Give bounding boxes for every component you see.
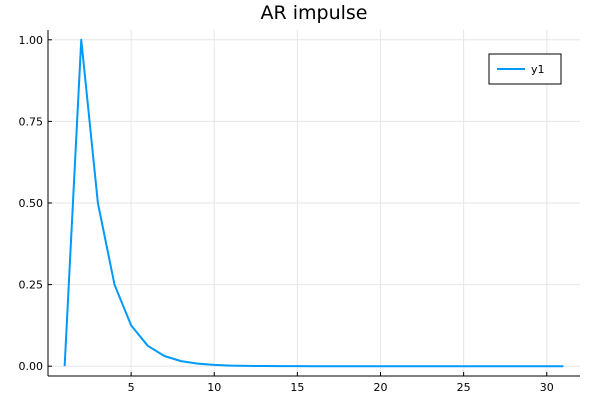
series-layer	[63, 38, 564, 368]
chart-title: AR impulse	[261, 2, 368, 24]
legend-label: y1	[531, 63, 545, 76]
x-tick-label: 5	[128, 381, 135, 394]
legend: y1	[488, 53, 562, 85]
x-tick-label: 10	[207, 381, 221, 394]
tick-labels: 5 10 15 20 25 30 0.00 0.25 0.50 0.75 1.00	[19, 34, 554, 394]
x-tick-label: 20	[374, 381, 388, 394]
y-tick-label: 1.00	[19, 34, 44, 47]
x-tick-label: 15	[290, 381, 304, 394]
y-tick-label: 0.25	[19, 279, 44, 292]
y-tick-label: 0.50	[19, 197, 44, 210]
x-tick-label: 30	[540, 381, 554, 394]
x-tick-label: 25	[457, 381, 471, 394]
y-tick-label: 0.00	[19, 360, 44, 373]
y-tick-label: 0.75	[19, 115, 44, 128]
axes	[47, 30, 580, 377]
grid	[48, 30, 580, 376]
series-line-y1	[63, 38, 564, 368]
